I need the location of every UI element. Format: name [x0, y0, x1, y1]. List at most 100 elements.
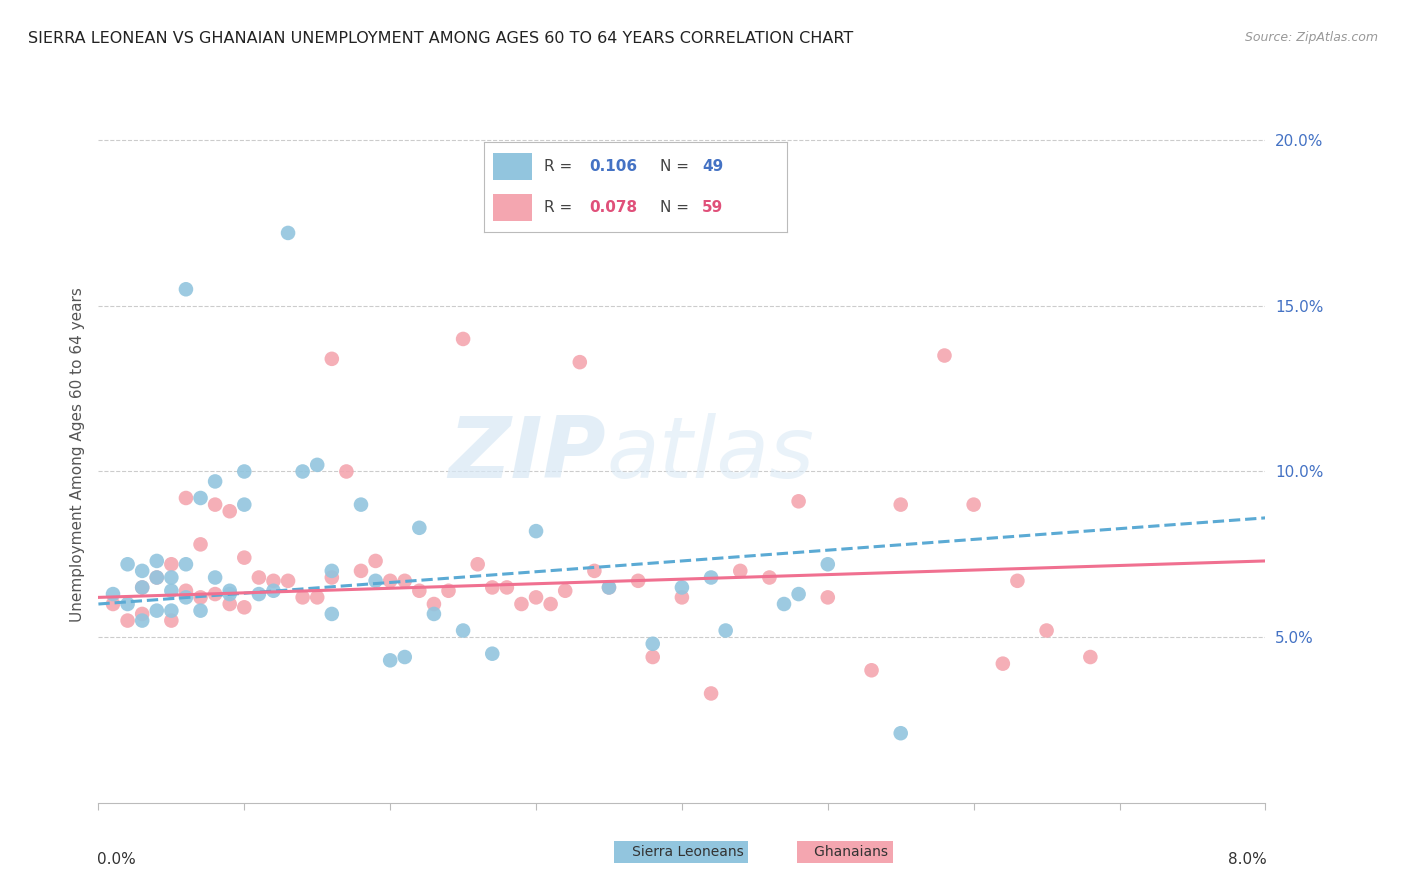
- Point: [307, 591, 329, 605]
- Point: [423, 597, 446, 611]
- Text: Source: ZipAtlas.com: Source: ZipAtlas.com: [1244, 31, 1378, 45]
- Point: [160, 614, 183, 628]
- Point: [117, 614, 139, 628]
- Point: [160, 570, 183, 584]
- Point: [451, 332, 474, 346]
- Point: [962, 498, 984, 512]
- Point: [131, 581, 153, 595]
- Point: [890, 726, 912, 740]
- Point: [350, 498, 373, 512]
- Point: [380, 653, 402, 667]
- Point: [101, 597, 124, 611]
- Text: atlas: atlas: [606, 413, 814, 497]
- Point: [787, 494, 810, 508]
- Point: [117, 597, 139, 611]
- Point: [247, 587, 270, 601]
- Point: [568, 355, 591, 369]
- Point: [204, 570, 226, 584]
- Point: [890, 498, 912, 512]
- Text: 8.0%: 8.0%: [1227, 852, 1267, 866]
- Point: [174, 282, 197, 296]
- Point: [467, 558, 489, 572]
- Text: ZIP: ZIP: [449, 413, 606, 497]
- Point: [190, 604, 212, 618]
- Text: Sierra Leoneans: Sierra Leoneans: [619, 845, 744, 859]
- Point: [1080, 650, 1102, 665]
- Point: [291, 465, 314, 479]
- Point: [641, 637, 664, 651]
- Point: [117, 558, 139, 572]
- Point: [146, 604, 169, 618]
- Point: [787, 587, 810, 601]
- Point: [408, 583, 430, 598]
- Point: [671, 591, 693, 605]
- Point: [146, 570, 169, 584]
- Point: [321, 564, 343, 578]
- Point: [190, 491, 212, 505]
- Point: [700, 570, 723, 584]
- Point: [598, 581, 620, 595]
- Point: [934, 349, 956, 363]
- Point: [758, 570, 780, 584]
- Point: [1035, 624, 1057, 638]
- Point: [510, 597, 533, 611]
- Point: [394, 574, 416, 588]
- Point: [291, 591, 314, 605]
- Point: [598, 581, 620, 595]
- Point: [714, 624, 737, 638]
- Point: [540, 597, 562, 611]
- Point: [321, 570, 343, 584]
- Point: [641, 650, 664, 665]
- Point: [277, 226, 299, 240]
- Point: [568, 212, 591, 227]
- Point: [817, 558, 839, 572]
- Point: [160, 604, 183, 618]
- Point: [262, 574, 284, 588]
- Point: [364, 554, 387, 568]
- Point: [131, 564, 153, 578]
- Point: [350, 564, 373, 578]
- Point: [408, 521, 430, 535]
- Point: [218, 597, 240, 611]
- Point: [335, 465, 357, 479]
- Point: [451, 624, 474, 638]
- Point: [204, 587, 226, 601]
- Point: [496, 581, 519, 595]
- Point: [247, 570, 270, 584]
- Point: [423, 607, 446, 621]
- Point: [307, 458, 329, 472]
- Point: [233, 498, 256, 512]
- Point: [277, 574, 299, 588]
- Point: [380, 574, 402, 588]
- Point: [437, 583, 460, 598]
- Point: [131, 581, 153, 595]
- Point: [991, 657, 1014, 671]
- Point: [174, 583, 197, 598]
- Point: [146, 570, 169, 584]
- Point: [174, 558, 197, 572]
- Point: [190, 537, 212, 551]
- Point: [160, 583, 183, 598]
- Point: [204, 475, 226, 489]
- Point: [233, 600, 256, 615]
- Point: [218, 583, 240, 598]
- Point: [583, 564, 606, 578]
- Text: Ghanaians: Ghanaians: [801, 845, 889, 859]
- Point: [174, 491, 197, 505]
- Point: [321, 607, 343, 621]
- Point: [817, 591, 839, 605]
- Point: [204, 498, 226, 512]
- Point: [101, 587, 124, 601]
- Point: [554, 583, 576, 598]
- Point: [1007, 574, 1029, 588]
- Point: [233, 465, 256, 479]
- Point: [218, 587, 240, 601]
- Point: [860, 663, 883, 677]
- Point: [364, 574, 387, 588]
- Point: [524, 591, 547, 605]
- Point: [131, 607, 153, 621]
- Point: [262, 583, 284, 598]
- Point: [160, 558, 183, 572]
- Point: [700, 686, 723, 700]
- Point: [481, 581, 503, 595]
